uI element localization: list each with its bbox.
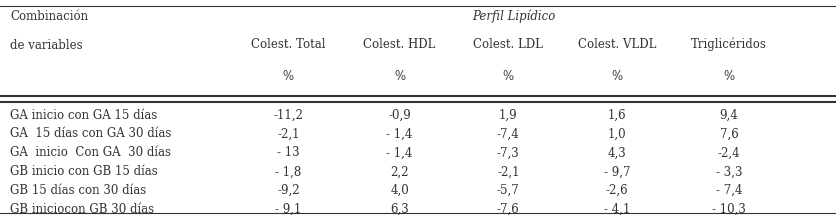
- Text: Triglicéridos: Triglicéridos: [691, 38, 767, 51]
- Text: -9,2: -9,2: [277, 184, 300, 197]
- Text: GB 15 días con 30 días: GB 15 días con 30 días: [10, 184, 146, 197]
- Text: Perfil Lipídico: Perfil Lipídico: [472, 10, 556, 23]
- Text: GB iniciocon GB 30 días: GB iniciocon GB 30 días: [10, 203, 154, 215]
- Text: %: %: [394, 70, 405, 83]
- Text: Colest. VLDL: Colest. VLDL: [578, 38, 656, 51]
- Text: Combinación: Combinación: [10, 10, 88, 23]
- Text: 7,6: 7,6: [720, 127, 738, 140]
- Text: -7,6: -7,6: [497, 203, 520, 215]
- Text: -2,1: -2,1: [278, 127, 299, 140]
- Text: -11,2: -11,2: [273, 109, 303, 121]
- Text: GA  inicio  Con GA  30 días: GA inicio Con GA 30 días: [10, 146, 171, 159]
- Text: -7,4: -7,4: [497, 127, 520, 140]
- Text: Colest. Total: Colest. Total: [251, 38, 326, 51]
- Text: - 7,4: - 7,4: [716, 184, 742, 197]
- Text: - 3,3: - 3,3: [716, 165, 742, 178]
- Text: GB inicio con GB 15 días: GB inicio con GB 15 días: [10, 165, 158, 178]
- Text: Colest. HDL: Colest. HDL: [364, 38, 436, 51]
- Text: 1,0: 1,0: [608, 127, 626, 140]
- Text: - 1,8: - 1,8: [275, 165, 302, 178]
- Text: 1,6: 1,6: [608, 109, 626, 121]
- Text: 1,9: 1,9: [499, 109, 517, 121]
- Text: %: %: [502, 70, 514, 83]
- Text: %: %: [723, 70, 735, 83]
- Text: -5,7: -5,7: [497, 184, 520, 197]
- Text: -2,4: -2,4: [717, 146, 741, 159]
- Text: - 10,3: - 10,3: [712, 203, 746, 215]
- Text: -0,9: -0,9: [388, 109, 411, 121]
- Text: 4,3: 4,3: [608, 146, 626, 159]
- Text: de variables: de variables: [10, 39, 83, 52]
- Text: - 13: - 13: [277, 146, 300, 159]
- Text: %: %: [283, 70, 294, 83]
- Text: GA inicio con GA 15 días: GA inicio con GA 15 días: [10, 109, 157, 121]
- Text: - 1,4: - 1,4: [386, 127, 413, 140]
- Text: 6,3: 6,3: [390, 203, 409, 215]
- Text: - 4,1: - 4,1: [604, 203, 630, 215]
- Text: -2,1: -2,1: [497, 165, 519, 178]
- Text: GA  15 días con GA 30 días: GA 15 días con GA 30 días: [10, 127, 171, 140]
- Text: Colest. LDL: Colest. LDL: [473, 38, 543, 51]
- Text: %: %: [611, 70, 623, 83]
- Text: - 9,7: - 9,7: [604, 165, 630, 178]
- Text: 9,4: 9,4: [720, 109, 738, 121]
- Text: 2,2: 2,2: [390, 165, 409, 178]
- Text: -7,3: -7,3: [497, 146, 520, 159]
- Text: - 9,1: - 9,1: [275, 203, 302, 215]
- Text: -2,6: -2,6: [605, 184, 629, 197]
- Text: 4,0: 4,0: [390, 184, 409, 197]
- Text: - 1,4: - 1,4: [386, 146, 413, 159]
